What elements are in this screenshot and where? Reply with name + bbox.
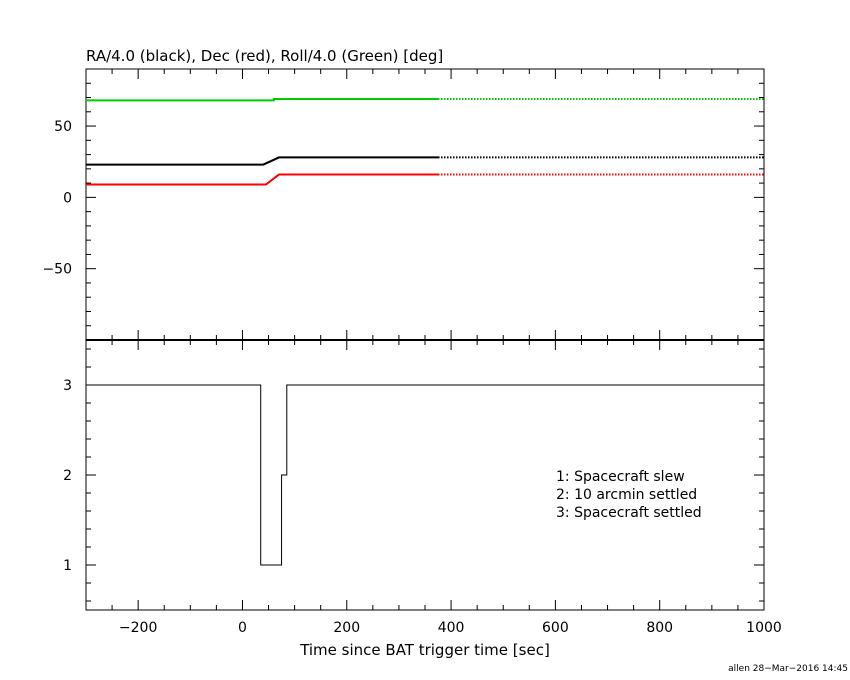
- x-tick-label: 600: [542, 620, 569, 636]
- top-y-tick-label: 50: [54, 119, 72, 135]
- status-step-line: [86, 384, 764, 566]
- series-line-2: [86, 97, 439, 102]
- x-tick-label: −200: [119, 620, 157, 636]
- bottom-y-tick-label: 3: [63, 378, 72, 394]
- footer-credit: allen 28−Mar−2016 14:45: [728, 664, 848, 674]
- bottom-panel-series: [86, 384, 764, 566]
- x-tick-label: 400: [438, 620, 465, 636]
- series-line-1: [86, 173, 439, 186]
- top-panel-frame: [85, 68, 765, 341]
- top-y-tick-label: −50: [42, 262, 72, 278]
- x-tick-label: 1000: [746, 620, 782, 636]
- legend-entry-10arcmin: 2: 10 arcmin settled: [556, 487, 697, 503]
- legend-entry-settled: 3: Spacecraft settled: [556, 505, 702, 521]
- top-panel-title: RA/4.0 (black), Dec (red), Roll/4.0 (Gre…: [86, 47, 443, 65]
- x-tick-label: 0: [238, 620, 247, 636]
- bottom-y-tick-label: 1: [63, 558, 72, 574]
- bottom-y-tick-label: 2: [63, 468, 72, 484]
- x-tick-label: 800: [646, 620, 673, 636]
- x-axis-title: Time since BAT trigger time [sec]: [299, 641, 550, 659]
- top-y-tick-label: 0: [63, 190, 72, 206]
- x-tick-label: 200: [333, 620, 360, 636]
- legend-entry-slew: 1: Spacecraft slew: [556, 469, 685, 485]
- series-line-0: [86, 156, 439, 166]
- top-panel-series: [86, 97, 764, 186]
- top-panel-ticks: [85, 68, 765, 340]
